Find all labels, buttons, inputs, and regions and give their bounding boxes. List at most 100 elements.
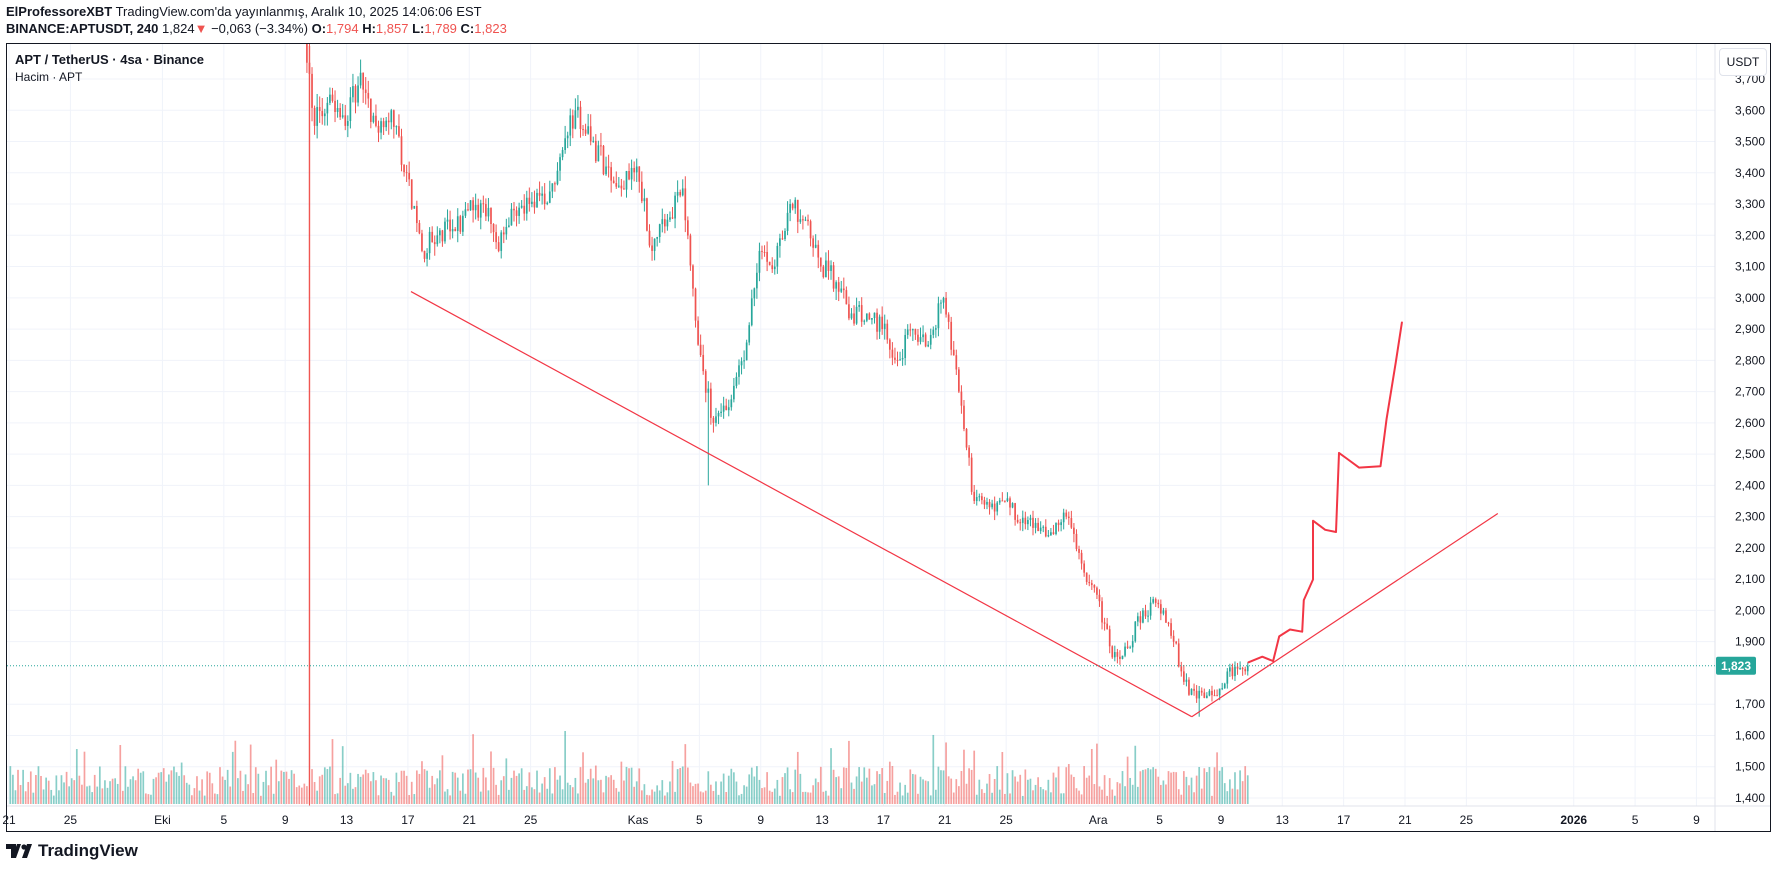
candle-body	[433, 242, 436, 245]
candle-body	[495, 232, 497, 243]
tradingview-logo[interactable]: TradingView	[6, 841, 138, 861]
candle-body	[965, 428, 968, 448]
candle-body	[840, 288, 843, 292]
symbol: BINANCE:APTUSDT, 240	[6, 21, 159, 36]
volume-bar	[311, 769, 313, 804]
volume-bar	[1019, 774, 1022, 804]
price-axis[interactable]: 3,7003,6003,5003,4003,3003,2003,1003,000…	[1735, 72, 1765, 805]
candle-body	[543, 193, 546, 205]
candle-body	[689, 235, 692, 266]
candle-body	[758, 250, 761, 273]
volume-bar	[1096, 743, 1098, 804]
volume-bar	[1159, 784, 1162, 804]
candle-body	[405, 172, 408, 174]
volume-bar	[842, 767, 845, 804]
volume-bar	[914, 774, 917, 804]
candle-body	[651, 245, 653, 251]
volume-bar	[364, 769, 367, 804]
drawings[interactable]	[410, 291, 1499, 718]
volume-bar	[1016, 781, 1019, 804]
candle-body	[1244, 669, 1247, 672]
candle-body	[1078, 548, 1080, 553]
price-tick-label: 3,400	[1735, 166, 1765, 180]
candle-body	[306, 44, 308, 63]
candle-body	[482, 203, 485, 205]
change-value: −0,063 (−3.34%)	[211, 21, 308, 36]
time-tick-label: 9	[1693, 813, 1700, 827]
grid	[7, 44, 1715, 806]
volume-bar	[29, 771, 32, 804]
candle-body	[428, 231, 431, 254]
volume-bar	[459, 790, 462, 804]
candle-body	[577, 106, 579, 111]
volume-bar	[935, 789, 937, 804]
volume-bar	[986, 783, 988, 804]
candle-body	[459, 216, 462, 232]
price-tick-label: 1,700	[1735, 697, 1765, 711]
candle-body	[1206, 695, 1208, 698]
volume-bar	[1147, 768, 1149, 804]
candle-body	[1103, 622, 1106, 624]
volume-bar	[554, 767, 556, 804]
volume-bar	[646, 794, 648, 804]
currency-unit-button[interactable]: USDT	[1719, 48, 1767, 76]
time-axis[interactable]: 21 25 Eki 5 9 13 17 21 25 Kas 5 9 13 17 21 25 Ara 5 9 13 17 2…	[2, 813, 1700, 827]
volume-bar	[901, 795, 904, 804]
candle-body	[1062, 512, 1065, 523]
candle-body	[692, 265, 694, 289]
volume-bar	[1055, 777, 1057, 804]
volume-bar	[1080, 794, 1083, 804]
volume-legend[interactable]: Hacim · APT	[15, 70, 83, 84]
candle-body	[740, 361, 743, 366]
volume-bar	[63, 782, 65, 804]
volume-bar	[592, 778, 595, 804]
candle-body	[612, 180, 615, 184]
candle-body	[352, 86, 354, 98]
volume-bar	[65, 771, 68, 804]
volume-bar	[981, 789, 983, 804]
volume-bar	[137, 768, 140, 804]
volume-bar	[410, 781, 413, 804]
volume-bar	[796, 751, 799, 804]
price-tick-label: 2,000	[1735, 603, 1765, 617]
volume-bar	[1070, 774, 1073, 804]
volume-bar	[395, 772, 398, 804]
candle-body	[1149, 602, 1152, 616]
candle-body	[687, 220, 689, 236]
series-legend[interactable]: APT / TetherUS · 4sa · Binance	[15, 52, 205, 67]
volume-bar	[832, 769, 835, 804]
price-tick-label: 1,400	[1735, 791, 1765, 805]
price-tick-label: 1,900	[1735, 635, 1765, 649]
candle-body	[1200, 690, 1203, 693]
volume-bar	[615, 788, 618, 804]
volume-bar	[548, 768, 551, 804]
candle-body	[566, 135, 569, 139]
candle-body	[589, 126, 592, 142]
candle-body	[761, 250, 763, 252]
candle-body	[1211, 690, 1213, 696]
candle-body	[502, 232, 505, 235]
volume-bar	[906, 792, 909, 804]
volume-bar	[896, 791, 899, 804]
volume-bar	[605, 775, 607, 804]
candle-body	[878, 316, 881, 332]
candle-body	[929, 334, 932, 345]
author-name[interactable]: ElProfessoreXBT	[6, 4, 113, 19]
volume-bar	[1190, 777, 1193, 804]
candle-body	[1126, 646, 1129, 648]
candle-body	[508, 225, 510, 227]
volume-bar	[198, 790, 201, 804]
volume-bar	[444, 791, 446, 804]
volume-bar	[490, 751, 492, 804]
candle-body	[1016, 519, 1019, 523]
candle-body	[1088, 581, 1091, 584]
volume-bar	[674, 791, 676, 804]
volume-bar	[612, 779, 615, 804]
volume-bar	[968, 768, 970, 804]
candle-body	[784, 230, 786, 239]
candle-body	[771, 265, 774, 270]
time-tick-label: Ara	[1089, 813, 1108, 827]
chart-frame	[6, 43, 1771, 832]
candle-body	[485, 204, 487, 217]
